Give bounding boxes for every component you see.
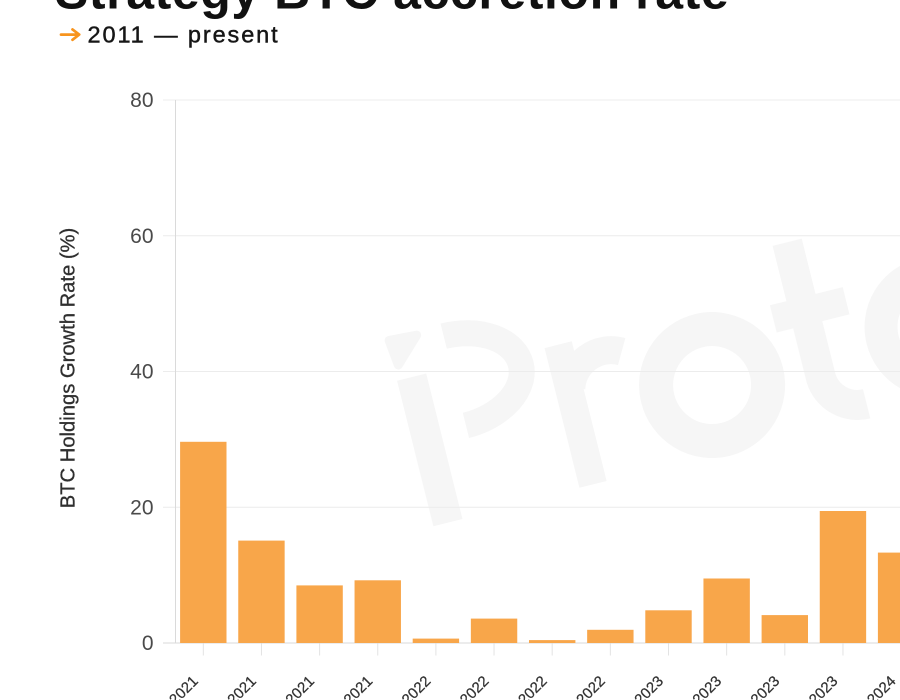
- svg-text:60: 60: [130, 225, 153, 248]
- svg-text:40: 40: [130, 361, 153, 384]
- svg-text:80: 80: [130, 89, 153, 112]
- svg-text:0: 0: [142, 632, 154, 655]
- svg-text:Strategy BTC accretion rate: Strategy BTC accretion rate: [55, 0, 729, 20]
- svg-text:2011 — present: 2011 — present: [88, 22, 280, 48]
- svg-text:20: 20: [130, 496, 153, 519]
- svg-text:BTC Holdings Growth Rate (%): BTC Holdings Growth Rate (%): [58, 228, 80, 508]
